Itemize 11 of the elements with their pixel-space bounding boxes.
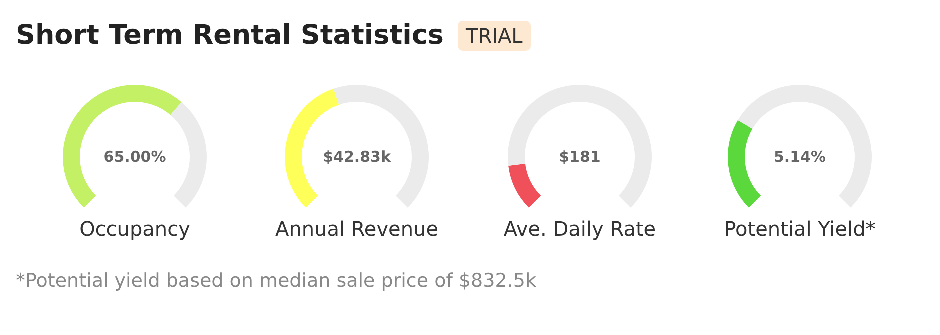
text: Annual Revenue bbox=[276, 217, 438, 241]
text: TRIAL bbox=[458, 20, 531, 50]
text: Potential Yield* bbox=[724, 217, 876, 241]
text: Ave. Daily Rate bbox=[504, 217, 656, 241]
text: $42.83k bbox=[323, 148, 392, 166]
text: 65.00% bbox=[104, 148, 166, 166]
text: Occupancy bbox=[80, 217, 191, 241]
text: $181 bbox=[559, 148, 601, 166]
text: 5.14% bbox=[774, 148, 826, 166]
text: *Potential yield based on median sale price of $832.5k bbox=[16, 270, 536, 292]
text: Short Term Rental Statistics bbox=[16, 20, 444, 51]
